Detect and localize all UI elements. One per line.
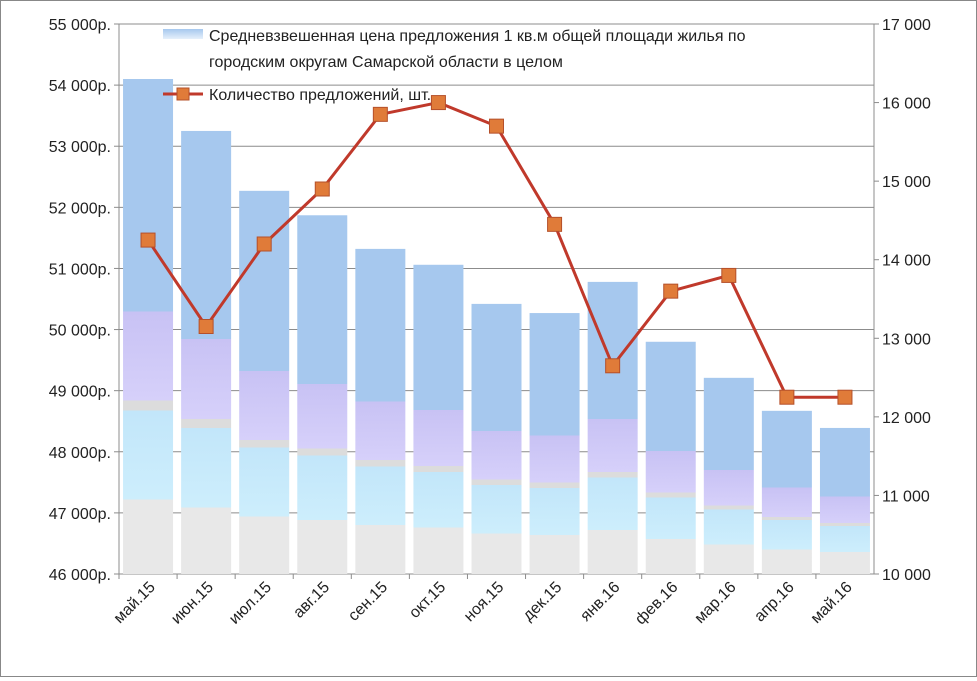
x-tick-label: сен.15 <box>345 579 391 625</box>
count-marker <box>372 106 388 122</box>
count-marker <box>314 181 330 197</box>
count-marker <box>837 389 853 405</box>
left-tick-label: 49 000р. <box>49 384 111 401</box>
count-marker <box>721 267 737 283</box>
price-bar <box>645 341 696 574</box>
x-tick-label: дек.15 <box>520 579 566 625</box>
legend: Средневзвешенная цена предложения 1 кв.м… <box>163 28 746 104</box>
count-marker <box>547 216 563 232</box>
price-bar <box>761 410 812 574</box>
right-tick-label: 12 000 <box>882 410 931 427</box>
left-tick-label: 55 000р. <box>49 17 111 34</box>
x-tick-label: авг.15 <box>290 579 333 622</box>
count-marker <box>605 358 621 374</box>
count-marker <box>489 118 504 134</box>
price-bar <box>123 79 174 574</box>
x-tick-label: окт.15 <box>406 579 449 622</box>
left-tick-label: 47 000р. <box>49 506 111 523</box>
price-bar <box>587 281 638 574</box>
left-tick-label: 46 000р. <box>49 567 111 584</box>
legend-line-marker <box>176 87 190 101</box>
legend-bar-label-line1: Средневзвешенная цена предложения 1 кв.м… <box>209 28 746 45</box>
right-tick-label: 14 000 <box>882 253 931 270</box>
x-tick-label: май.15 <box>111 579 159 627</box>
left-tick-label: 48 000р. <box>49 445 111 462</box>
count-marker <box>140 232 156 248</box>
left-tick-label: 50 000р. <box>49 323 111 340</box>
left-tick-label: 54 000р. <box>49 78 111 95</box>
legend-bar-label-line2: городским округам Самарской области в це… <box>209 54 563 71</box>
price-bar <box>703 377 754 574</box>
left-tick-label: 52 000р. <box>49 200 111 217</box>
price-bar <box>471 303 522 574</box>
x-tick-label: фев.16 <box>632 579 681 628</box>
count-marker <box>663 283 679 299</box>
x-tick-label: мар.16 <box>692 579 740 627</box>
price-bar <box>529 313 580 574</box>
right-tick-label: 17 000 <box>882 17 931 34</box>
count-marker <box>430 95 446 111</box>
right-tick-label: 10 000 <box>882 567 931 584</box>
count-marker <box>198 319 214 334</box>
price-bar <box>819 427 870 574</box>
right-tick-label: 16 000 <box>882 96 931 113</box>
left-tick-label: 51 000р. <box>49 261 111 278</box>
price-bar <box>181 130 232 574</box>
count-marker <box>779 389 795 405</box>
legend-bar-swatch <box>163 29 203 39</box>
legend-line-label: Количество предложений, шт. <box>209 87 431 104</box>
x-tick-label: июл.15 <box>226 579 275 628</box>
price-bar <box>355 248 406 574</box>
x-tick-label: янв.16 <box>577 579 623 625</box>
right-tick-label: 15 000 <box>882 174 931 191</box>
x-tick-label: ноя.15 <box>461 579 507 625</box>
left-tick-label: 53 000р. <box>49 139 111 156</box>
x-tick-label: май.16 <box>808 579 856 627</box>
price-bar <box>297 215 348 574</box>
count-marker <box>256 236 272 252</box>
x-tick-label: апр.16 <box>751 579 798 626</box>
x-tick-label: июн.15 <box>168 579 217 628</box>
price-bar <box>239 190 290 575</box>
right-tick-label: 13 000 <box>882 331 931 348</box>
price-bar <box>413 264 464 574</box>
right-tick-label: 11 000 <box>882 488 930 505</box>
